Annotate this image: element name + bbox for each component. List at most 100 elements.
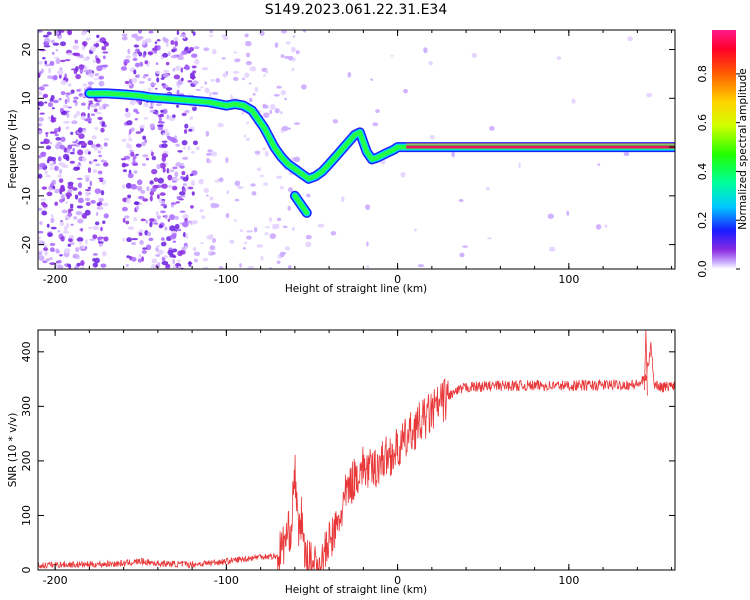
speckle-blob xyxy=(138,253,142,259)
speckle-blob xyxy=(73,216,78,220)
speckle-blob xyxy=(177,259,181,263)
speckle-blob xyxy=(211,238,217,243)
speckle-blob xyxy=(64,264,68,267)
speckle-blob xyxy=(162,108,168,115)
speckle-blob xyxy=(76,237,84,242)
speckle-blob xyxy=(47,102,54,108)
speckle-blob xyxy=(172,166,178,170)
speckle-blob xyxy=(58,178,64,183)
speckle-blob xyxy=(365,204,371,210)
speckle-blob xyxy=(62,230,70,234)
speckle-blob xyxy=(232,76,239,82)
speckle-blob xyxy=(42,34,49,38)
speckle-blob xyxy=(234,218,237,222)
colorbar-tick-label: 0.0 xyxy=(696,260,709,278)
speckle-blob xyxy=(47,232,53,238)
speckle-blob xyxy=(54,30,60,36)
speckle-blob xyxy=(162,167,166,173)
speckle-blob xyxy=(201,215,206,220)
speckle-blob xyxy=(179,165,185,169)
speckle-blob xyxy=(49,162,55,167)
speckle-blob xyxy=(149,221,153,228)
speckle-blob xyxy=(51,52,55,55)
speckle-blob xyxy=(97,170,103,175)
speckle-blob xyxy=(239,229,244,233)
spectrogram-ytick-label: -20 xyxy=(20,236,33,254)
speckle-blob xyxy=(156,45,161,51)
speckle-blob xyxy=(98,154,102,158)
speckle-blob xyxy=(142,135,147,140)
speckle-blob xyxy=(38,130,43,135)
speckle-blob xyxy=(487,237,492,240)
speckle-blob xyxy=(279,111,284,115)
speckle-blob xyxy=(317,223,325,228)
speckle-blob xyxy=(170,40,175,45)
speckle-blob xyxy=(269,233,277,240)
speckle-blob xyxy=(103,142,108,147)
speckle-blob xyxy=(182,146,186,150)
speckle-blob xyxy=(72,253,80,259)
spectrogram-ytick-label: -10 xyxy=(20,187,33,205)
speckle-blob xyxy=(207,251,212,255)
speckle-blob xyxy=(95,111,102,115)
speckle-blob xyxy=(163,38,169,43)
speckle-blob xyxy=(38,239,42,244)
speckle-blob xyxy=(38,207,43,212)
speckle-blob xyxy=(191,150,195,154)
speckle-blob xyxy=(65,201,68,205)
speckle-blob xyxy=(94,78,98,81)
speckle-blob xyxy=(149,109,156,113)
speckle-blob xyxy=(155,87,158,90)
speckle-blob xyxy=(288,264,292,269)
speckle-blob xyxy=(92,258,96,262)
speckle-blob xyxy=(57,69,64,75)
snr-ticks: -200 -100 0 100 0 100 200 300 400 xyxy=(20,330,675,587)
speckle-blob xyxy=(288,55,294,61)
speckle-blob xyxy=(125,220,130,225)
speckle-blob xyxy=(64,73,68,79)
speckle-blob xyxy=(281,252,287,255)
speckle-blob xyxy=(347,72,352,78)
colorbar-tick-label: 0.2 xyxy=(696,211,709,229)
speckle-blob xyxy=(77,149,84,156)
speckle-blob xyxy=(222,72,228,78)
speckle-blob xyxy=(249,66,257,72)
speckle-blob xyxy=(54,188,60,194)
speckle-blob xyxy=(88,161,92,165)
speckle-blob xyxy=(172,114,176,118)
speckle-blob xyxy=(183,129,188,134)
speckle-blob xyxy=(279,185,284,190)
speckle-blob xyxy=(90,143,97,149)
speckle-blob xyxy=(75,139,78,143)
speckle-blob xyxy=(75,73,82,80)
speckle-blob xyxy=(46,191,53,197)
speckle-blob xyxy=(165,42,169,48)
snr-xlabel: Height of straight line (km) xyxy=(285,584,427,596)
speckle-blob xyxy=(281,30,287,34)
speckle-blob xyxy=(144,60,148,65)
speckle-blob xyxy=(172,185,178,191)
speckle-blob xyxy=(417,264,425,268)
speckle-blob xyxy=(246,52,251,58)
speckle-blob xyxy=(73,69,78,75)
speckle-blob xyxy=(44,41,49,46)
speckle-blob xyxy=(189,47,195,52)
speckle-blob xyxy=(99,239,105,242)
speckle-blob xyxy=(127,194,132,199)
speckle-blob xyxy=(126,198,131,204)
speckle-blob xyxy=(170,55,178,59)
speckle-blob xyxy=(121,184,126,189)
speckle-blob xyxy=(137,258,143,263)
speckle-blob xyxy=(44,60,48,65)
colorbar-tick-label: 0.4 xyxy=(696,163,709,181)
speckle-blob xyxy=(98,80,105,87)
speckle-blob xyxy=(181,112,187,117)
speckle-blob xyxy=(72,187,78,191)
speckle-blob xyxy=(160,241,167,247)
speckle-blob xyxy=(65,126,70,130)
speckle-blob xyxy=(182,188,187,193)
speckle-blob xyxy=(39,221,43,225)
speckle-blob xyxy=(208,34,214,37)
speckle-blob xyxy=(176,80,183,86)
